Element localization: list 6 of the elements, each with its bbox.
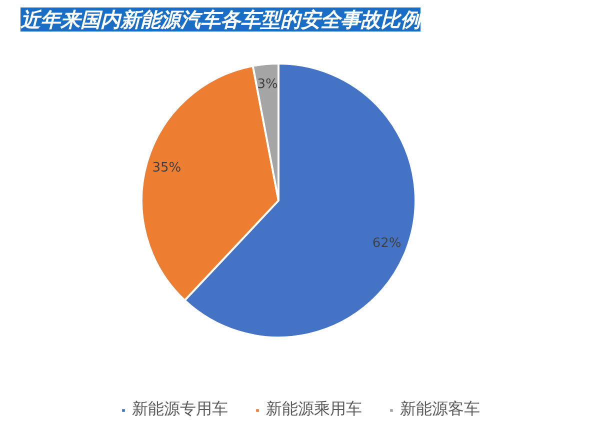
data-label: 35% [152,160,182,176]
data-label: 62% [372,236,402,251]
legend-label: 新能源乘用车 [266,399,362,420]
legend-label: 新能源客车 [400,399,480,420]
legend-label: 新能源专用车 [132,399,228,420]
data-label: 3% [257,77,278,92]
